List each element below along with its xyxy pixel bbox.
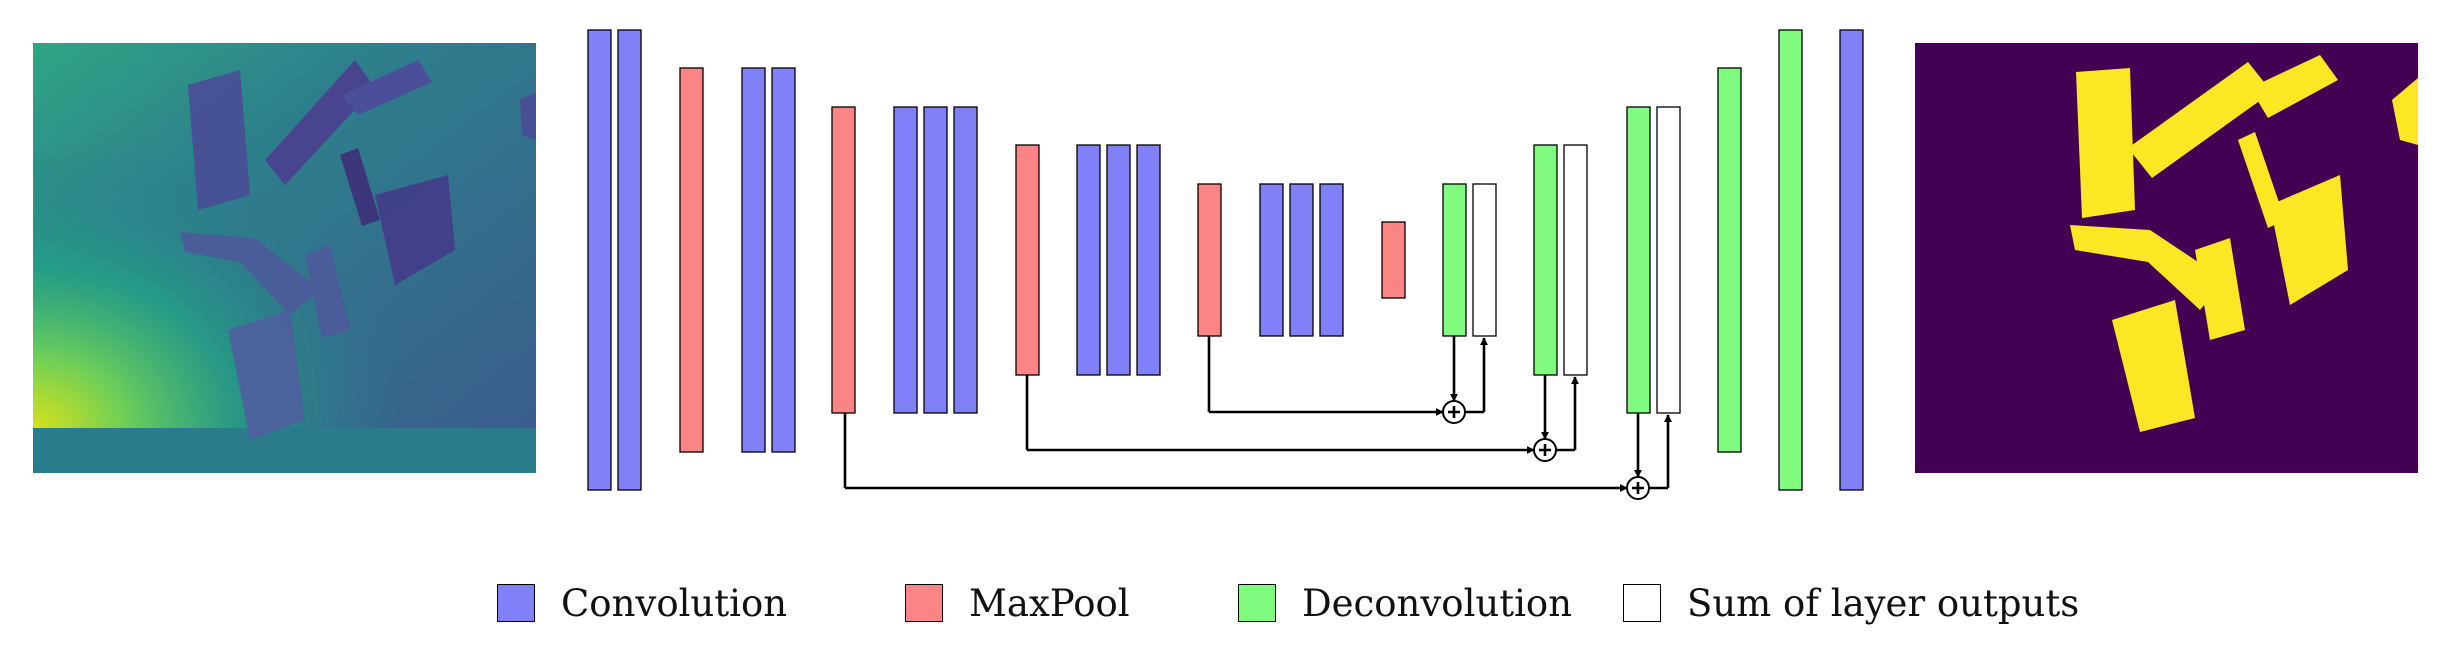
output-mask-objects (2070, 55, 2418, 432)
convolution-layer-13 (1136, 144, 1161, 376)
convolution-layer-5 (771, 67, 796, 453)
skip-connections (843, 336, 1672, 500)
sum-node-1 (1442, 400, 1466, 424)
sum-node-2 (1533, 438, 1557, 462)
maxpool-layer-6 (831, 106, 856, 414)
legend-swatch-maxpool (905, 584, 943, 622)
convolution-layer-12 (1106, 144, 1131, 376)
legend-label-deconvolution: Deconvolution (1302, 581, 1573, 625)
convolution-layer-4 (741, 67, 766, 453)
convolution-layer-16 (1289, 183, 1314, 337)
deconvolution-layer-26 (1778, 29, 1803, 491)
legend-item-maxpool: MaxPool (905, 578, 1130, 628)
legend-item-convolution: Convolution (497, 578, 787, 628)
convolution-layer-9 (953, 106, 978, 414)
sum-layer-24 (1656, 106, 1681, 414)
legend-swatch-sum (1623, 584, 1661, 622)
deconvolution-layer-21 (1533, 144, 1558, 376)
maxpool-layer-3 (679, 67, 704, 453)
convolution-layer-8 (923, 106, 948, 414)
layers (587, 29, 1864, 491)
legend-swatch-convolution (497, 584, 535, 622)
deconvolution-layer-23 (1626, 106, 1651, 414)
output-segmentation-image (1915, 43, 2418, 473)
legend-item-sum: Sum of layer outputs (1623, 578, 2079, 628)
maxpool-layer-14 (1197, 183, 1222, 337)
convolution-layer-11 (1076, 144, 1101, 376)
convolution-layer-15 (1259, 183, 1284, 337)
legend-item-deconvolution: Deconvolution (1238, 578, 1572, 628)
maxpool-layer-10 (1015, 144, 1040, 376)
convolution-layer-7 (893, 106, 918, 414)
sum-layer-22 (1563, 144, 1588, 376)
maxpool-layer-18 (1381, 221, 1406, 299)
input-depth-objects (180, 60, 536, 440)
convolution-layer-17 (1319, 183, 1344, 337)
legend-label-sum: Sum of layer outputs (1687, 581, 2080, 625)
input-depth-image (33, 43, 536, 473)
convolution-layer-27 (1839, 29, 1864, 491)
legend-label-convolution: Convolution (561, 581, 788, 625)
deconvolution-layer-19 (1442, 183, 1467, 337)
sum-layer-20 (1472, 183, 1497, 337)
legend-label-maxpool: MaxPool (969, 581, 1130, 625)
legend-swatch-deconvolution (1238, 584, 1276, 622)
deconvolution-layer-25 (1717, 67, 1742, 453)
convolution-layer-2 (617, 29, 642, 491)
input-depth-floor (33, 428, 536, 473)
convolution-layer-1 (587, 29, 612, 491)
sum-node-3 (1626, 476, 1650, 500)
